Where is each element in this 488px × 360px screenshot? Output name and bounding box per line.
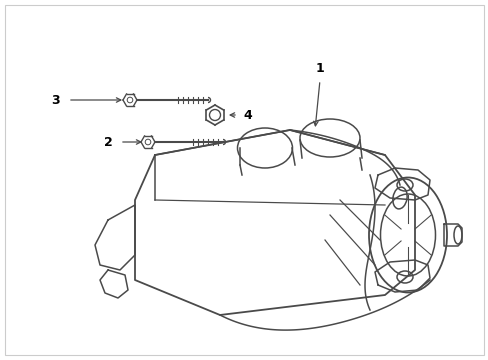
Text: 3: 3	[51, 94, 59, 107]
Text: 2: 2	[103, 135, 112, 149]
Text: 1: 1	[315, 62, 324, 75]
Text: 4: 4	[243, 108, 252, 122]
